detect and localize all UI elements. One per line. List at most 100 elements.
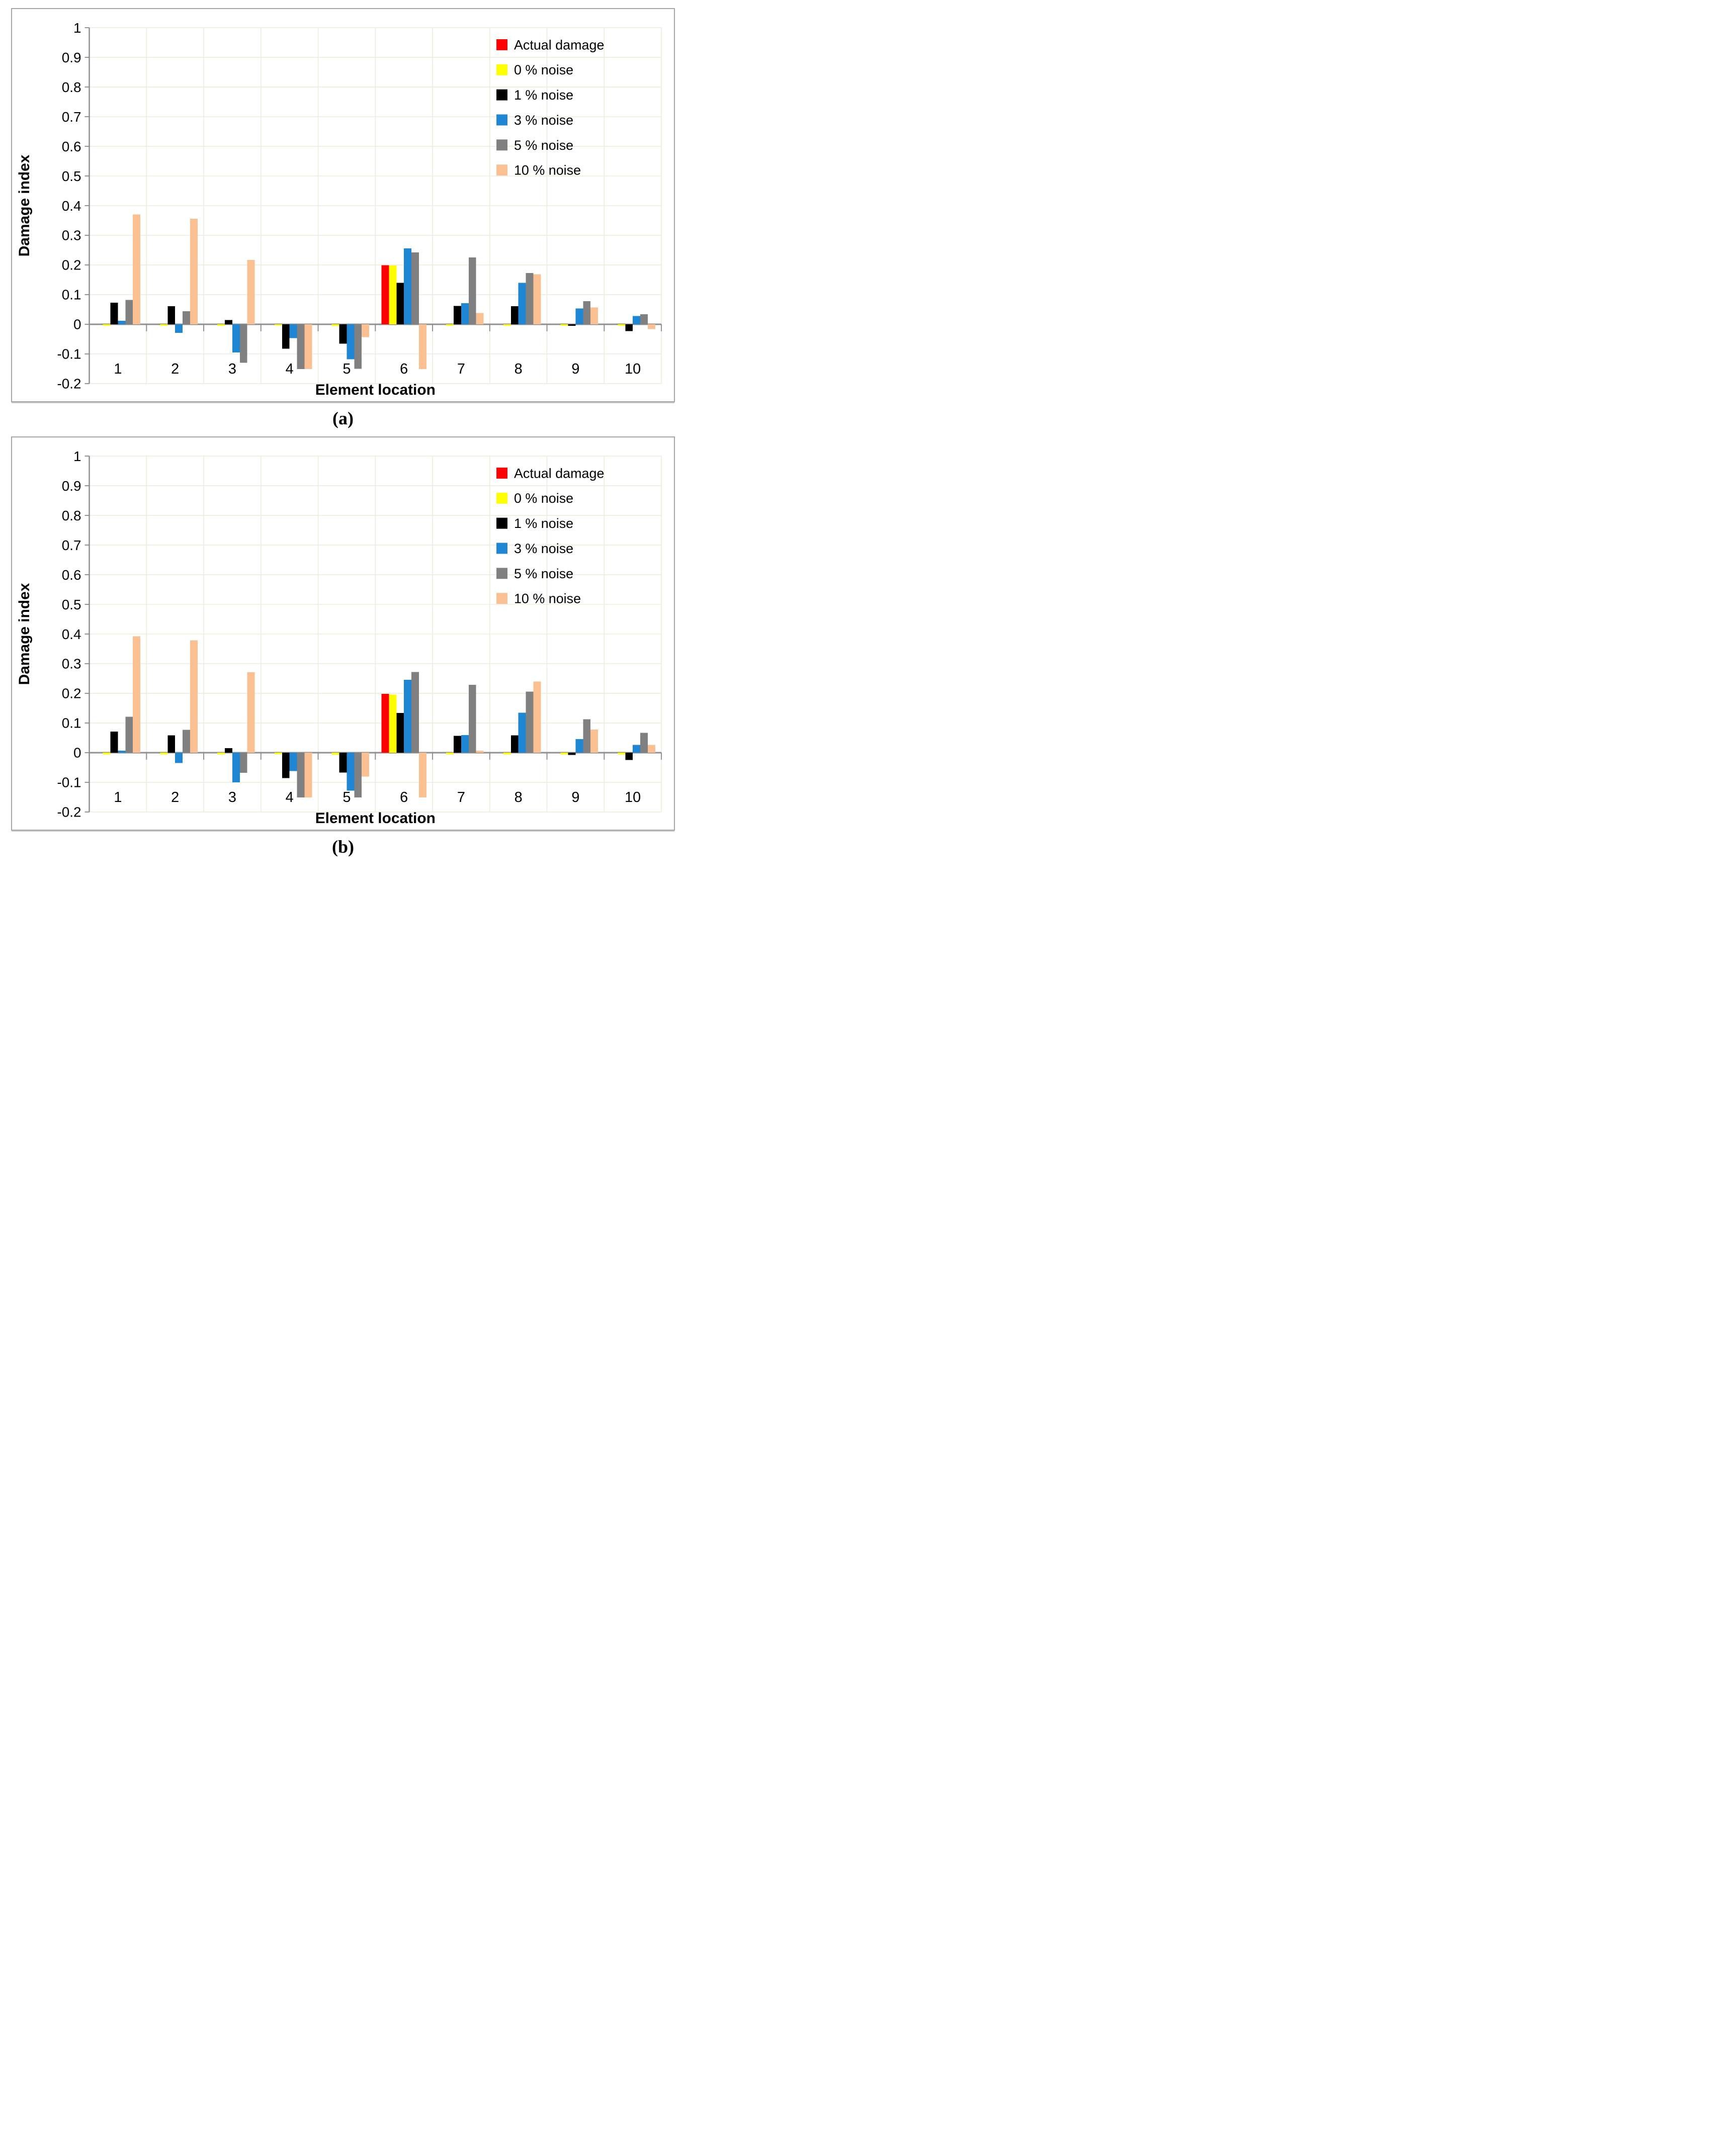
bar	[304, 324, 312, 370]
series-3-%-noise	[118, 679, 641, 791]
bar	[389, 265, 397, 324]
bar	[225, 748, 232, 753]
bar	[411, 252, 419, 324]
bar	[618, 752, 626, 755]
bar	[476, 750, 484, 753]
bar	[282, 752, 290, 778]
bar	[110, 302, 118, 324]
bar	[633, 316, 641, 324]
bar	[461, 303, 469, 324]
x-axis-title: Element location	[315, 810, 436, 827]
bar	[476, 313, 484, 324]
bar	[160, 324, 168, 326]
bar	[503, 324, 511, 326]
bar	[247, 672, 255, 753]
value-axis	[84, 27, 90, 384]
y-tick-label: 0.7	[62, 109, 81, 125]
value-axis	[84, 456, 90, 813]
y-tick-label: 0.6	[62, 139, 81, 154]
series-1-%-noise	[110, 712, 633, 778]
y-tick-label: 1	[73, 20, 81, 36]
y-tick-labels: 1 0.9 0.8 0.7 0.6 0.5 0.4 0.3 0.2 0.1 0 -0.1 -0.2	[57, 448, 81, 820]
x-tick-label: 8	[514, 361, 523, 377]
bar	[526, 691, 534, 753]
bar	[282, 324, 290, 349]
y-tick-label: 0.2	[62, 257, 81, 273]
bar	[625, 752, 633, 760]
bar	[183, 730, 190, 753]
bar	[175, 752, 183, 763]
bar	[590, 729, 598, 753]
bar	[362, 752, 370, 777]
bar	[289, 752, 297, 771]
bar	[103, 324, 111, 326]
legend-label: 3 % noise	[514, 541, 573, 556]
bar	[404, 248, 412, 324]
bar	[110, 732, 118, 753]
y-tick-label: 0	[73, 745, 81, 761]
bar	[331, 324, 339, 326]
bar	[510, 306, 519, 324]
bar	[347, 324, 355, 360]
bar	[160, 752, 168, 755]
x-tick-label: 10	[625, 361, 641, 377]
bar	[239, 752, 247, 773]
bar	[411, 672, 419, 753]
bar	[575, 308, 583, 324]
series-5-%-noise	[125, 672, 648, 798]
x-tick-labels: 1 2 3 4 5 6 7 8 9 10	[114, 789, 641, 805]
bar	[640, 314, 648, 324]
bar	[247, 259, 255, 324]
bar-chart-a: 1 0.9 0.8 0.7 0.6 0.5 0.4 0.3 0.2 0.1 0 -0.1 -0.2 1 2 3…	[12, 9, 674, 401]
bar	[560, 752, 568, 755]
x-tick-label: 7	[457, 789, 465, 805]
bar	[468, 684, 476, 753]
legend-swatch	[496, 517, 508, 529]
y-axis-title: Damage index	[16, 154, 33, 256]
bar	[362, 324, 370, 337]
series-actual-damage	[381, 694, 389, 753]
bar	[232, 324, 240, 352]
bar	[503, 752, 511, 755]
series-actual-damage	[381, 265, 389, 324]
bar	[396, 712, 404, 753]
legend-swatch	[496, 593, 508, 604]
y-tick-label: 1	[73, 448, 81, 464]
y-tick-label: 0.2	[62, 686, 81, 701]
bar	[225, 320, 232, 324]
x-tick-label: 10	[625, 789, 641, 805]
y-tick-label: 0	[73, 317, 81, 332]
y-tick-label: -0.1	[57, 775, 81, 790]
bar	[568, 324, 576, 326]
x-tick-label: 6	[400, 361, 408, 377]
y-tick-label: 0.5	[62, 597, 81, 612]
y-tick-label: -0.2	[57, 376, 81, 392]
legend-label: Actual damage	[514, 37, 605, 52]
series-1-%-noise	[110, 283, 633, 349]
series-3-%-noise	[118, 248, 641, 360]
legend-label: 3 % noise	[514, 113, 573, 128]
bar	[190, 218, 198, 324]
bar	[418, 324, 426, 370]
x-tick-label: 3	[228, 361, 236, 377]
bar	[339, 324, 347, 344]
legend-label: 0 % noise	[514, 62, 573, 77]
bar	[167, 735, 176, 753]
bar	[190, 640, 198, 753]
x-tick-label: 6	[400, 789, 408, 805]
bar	[297, 752, 305, 798]
x-axis-title: Element location	[315, 382, 436, 398]
x-tick-label: 7	[457, 361, 465, 377]
series-0-%-noise	[103, 694, 626, 755]
bar	[274, 324, 282, 326]
y-tick-label: 0.3	[62, 228, 81, 243]
series-5-%-noise	[125, 252, 648, 370]
x-tick-label: 9	[571, 789, 579, 805]
bar	[404, 679, 412, 753]
bar	[575, 739, 583, 753]
bar	[232, 752, 240, 782]
bar	[446, 752, 454, 755]
bar	[297, 324, 305, 370]
legend-label: 0 % noise	[514, 491, 573, 506]
bar	[125, 300, 133, 324]
